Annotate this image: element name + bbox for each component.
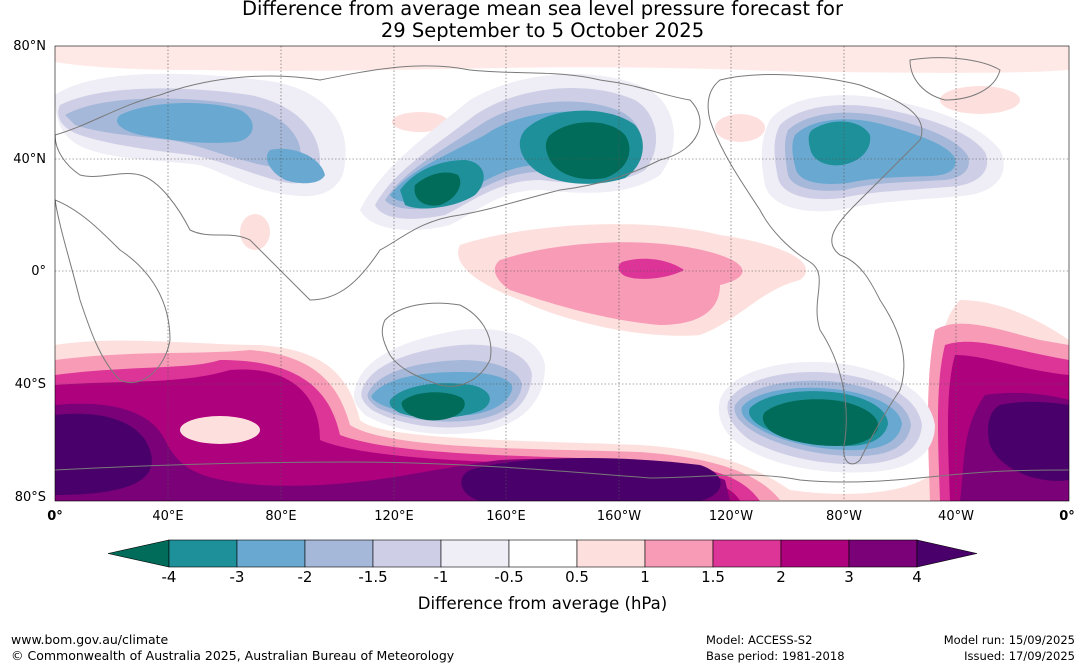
colorbar-tick-label: 3 (844, 568, 854, 586)
colorbar-swatch (848, 539, 918, 568)
colorbar (107, 539, 978, 568)
australia-coastline (381, 302, 492, 387)
positive-anomaly-region (55, 46, 1069, 73)
positive-anomaly-region (461, 458, 721, 501)
positive-anomaly-region (715, 114, 765, 142)
colorbar-swatch (644, 539, 714, 568)
colorbar-swatch (168, 539, 238, 568)
colorbar-swatch (236, 539, 306, 568)
positive-anomaly-region (988, 401, 1069, 481)
issued-text: Issued: 17/09/2025 (964, 649, 1075, 663)
negative-anomaly-region (266, 148, 325, 184)
colorbar-swatch (508, 539, 578, 568)
colorbar-swatch (304, 539, 374, 568)
colorbar-swatch (576, 539, 646, 568)
lon-label-40w: 40°W (938, 509, 974, 524)
negative-anomaly-region (545, 122, 630, 180)
coastlines (55, 57, 1069, 483)
antarctica-coastline (55, 461, 1069, 483)
colorbar-swatch (440, 539, 510, 568)
lon-label-160w: 160°W (596, 509, 642, 524)
lon-label-120w: 120°W (708, 509, 754, 524)
lon-label-0-right: 0° (1059, 509, 1075, 524)
colorbar-tick-label: -0.5 (494, 568, 524, 586)
positive-anomaly-region (940, 86, 1020, 114)
colorbar-swatch (372, 539, 442, 568)
positive-anomaly-region (55, 413, 152, 495)
colorbar-swatch (712, 539, 782, 568)
map-title-line2: 29 September to 5 October 2025 (380, 19, 705, 42)
lon-label-0-left: 0° (47, 509, 63, 524)
lon-label-40e: 40°E (152, 509, 184, 524)
positive-anomaly-region (618, 258, 684, 279)
americas-coastline (707, 74, 923, 465)
colorbar-tick-label: -2 (297, 568, 313, 586)
negative-anomaly-region (808, 121, 871, 166)
lat-label-40s: 40°S (14, 377, 46, 392)
lon-label-80w: 80°W (826, 509, 862, 524)
colorbar-tick-label: -3 (229, 568, 245, 586)
africa-coastline (55, 199, 171, 384)
colorbar-tick-label: -1 (433, 568, 449, 586)
colorbar-under-arrow (107, 539, 170, 568)
negative-anomaly-region (762, 399, 879, 446)
colorbar-tick-label: 0.5 (565, 568, 589, 586)
base-period-text: Base period: 1981-2018 (706, 649, 845, 663)
lat-label-equator: 0° (31, 264, 46, 279)
model-text: Model: ACCESS-S2 (706, 633, 813, 647)
colorbar-tick-label: -4 (161, 568, 177, 586)
copyright-text: © Commonwealth of Australia 2025, Austra… (11, 648, 455, 663)
negative-anomaly-region (414, 172, 461, 206)
greenland-coastline (909, 57, 1001, 101)
colorbar-over-arrow (916, 539, 978, 568)
model-run-text: Model run: 15/09/2025 (943, 633, 1075, 647)
lat-label-40n: 40°N (13, 152, 46, 167)
colorbar-tick-label: 1 (640, 568, 650, 586)
positive-anomaly-region (180, 416, 260, 444)
positive-anomaly-region (240, 214, 270, 250)
lat-label-80n: 80°N (13, 39, 46, 54)
colorbar-swatch (780, 539, 850, 568)
graticule (55, 46, 1069, 501)
lon-label-80e: 80°E (265, 509, 297, 524)
positive-anomaly-region (392, 112, 448, 132)
map-title-line1: Difference from average mean sea level p… (242, 0, 843, 20)
website-text: www.bom.gov.au/climate (11, 632, 169, 647)
lon-label-160e: 160°E (486, 509, 526, 524)
negative-anomaly-region (116, 103, 253, 143)
pressure-anomaly-field (55, 46, 1069, 501)
colorbar-tick-label: -1.5 (358, 568, 388, 586)
lon-label-120e: 120°E (374, 509, 414, 524)
eurasia-coastline (55, 65, 701, 301)
map-frame (54, 45, 1070, 502)
lat-label-80s: 80°S (14, 490, 46, 505)
colorbar-tick-label: 1.5 (701, 568, 725, 586)
negative-anomaly-region (401, 392, 465, 421)
positive-anomaly-region (494, 242, 743, 325)
colorbar-tick-label: 2 (776, 568, 786, 586)
colorbar-tick-label: 4 (912, 568, 922, 586)
colorbar-label: Difference from average (hPa) (417, 594, 668, 613)
